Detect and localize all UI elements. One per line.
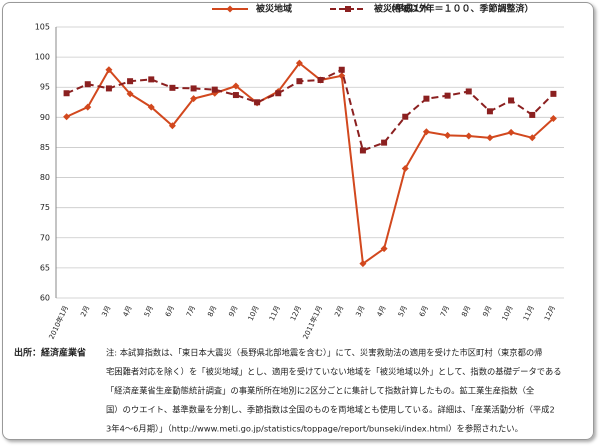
x-tick-label: 6月 xyxy=(164,304,176,318)
point xyxy=(444,92,451,99)
series-line xyxy=(66,68,555,152)
note-line: 国）のウエイト、基準数量を分割し、季節指数は全国のものを両地域とも使用している。… xyxy=(106,405,555,415)
series-line xyxy=(66,61,555,266)
point xyxy=(550,90,557,97)
x-tick-label: 4月 xyxy=(122,304,134,318)
point xyxy=(381,139,388,146)
point xyxy=(190,95,198,103)
x-tick-label: 4月 xyxy=(376,304,388,318)
legend-marker xyxy=(226,5,234,13)
point xyxy=(465,132,473,140)
x-tick-label: 7月 xyxy=(439,304,451,318)
point xyxy=(444,131,452,139)
y-tick-label: 95 xyxy=(40,83,50,92)
x-tick-label: 5月 xyxy=(397,304,409,318)
point xyxy=(549,115,557,123)
y-tick-label: 85 xyxy=(40,143,50,152)
x-tick-label: 7月 xyxy=(185,304,197,318)
x-tick-label: 8月 xyxy=(206,304,218,318)
point xyxy=(295,59,303,67)
point xyxy=(254,99,261,106)
y-tick-label: 70 xyxy=(40,233,50,242)
point xyxy=(232,82,240,90)
x-tick-label: 9月 xyxy=(227,304,239,318)
legend-label: 被災地域 xyxy=(256,3,292,15)
legend-label: 被災地域以外 xyxy=(374,3,428,15)
x-tick-label: 11月 xyxy=(522,304,536,322)
point xyxy=(105,85,112,92)
point xyxy=(148,76,155,83)
point xyxy=(423,95,430,102)
point xyxy=(380,245,388,253)
y-tick-label: 80 xyxy=(40,173,50,182)
point xyxy=(359,147,366,154)
note-line: 注: 本試算指数は、「東日本大震災（長野県北部地震を含む）」にて、災害救助法の適… xyxy=(106,348,542,358)
x-tick-label: 2月 xyxy=(79,304,91,318)
x-tick-label: 2011年1月 xyxy=(301,304,324,341)
source: 出所：経済産業省 xyxy=(14,347,86,359)
point xyxy=(317,76,324,83)
y-tick-label: 100 xyxy=(35,53,50,62)
x-tick-label: 2010年1月 xyxy=(47,304,70,341)
point xyxy=(63,113,71,121)
x-tick-label: 2月 xyxy=(333,304,345,318)
point xyxy=(296,78,303,85)
point xyxy=(402,113,409,120)
note-line: 3年4～6月期）」（http://www.meti.go.jp/statisti… xyxy=(106,424,523,434)
x-tick-label: 9月 xyxy=(481,304,493,318)
point xyxy=(359,260,367,268)
point xyxy=(168,122,176,130)
y-tick-label: 60 xyxy=(40,294,50,303)
x-tick-label: 8月 xyxy=(460,304,472,318)
point xyxy=(465,88,472,95)
y-tick-label: 105 xyxy=(35,23,50,32)
point xyxy=(338,66,345,73)
point xyxy=(275,90,282,97)
y-tick-label: 90 xyxy=(40,113,50,122)
x-tick-label: 12月 xyxy=(543,304,557,322)
x-tick-label: 10月 xyxy=(501,304,515,322)
point xyxy=(84,81,91,88)
point xyxy=(211,86,218,93)
point xyxy=(169,84,176,91)
x-tick-label: 12月 xyxy=(289,304,303,322)
point xyxy=(422,128,430,136)
point xyxy=(190,85,197,92)
point xyxy=(486,134,494,142)
point xyxy=(528,134,536,142)
x-tick-label: 6月 xyxy=(418,304,430,318)
point xyxy=(486,108,493,115)
point xyxy=(127,78,134,85)
point xyxy=(507,128,515,136)
x-tick-label: 11月 xyxy=(268,304,282,322)
point xyxy=(232,92,239,99)
x-tick-label: 3月 xyxy=(354,304,366,318)
point xyxy=(401,165,409,173)
y-tick-label: 75 xyxy=(40,203,50,212)
note-line: 宅困難者対応を除く）を「被災地域」とし、適用を受けていない地域を「被災地域以外」… xyxy=(106,367,562,377)
note-line: 「経済産業省生産動態統計調査」の事業所所在地別に2区分ごとに集計して指数計算した… xyxy=(106,386,535,396)
y-tick-label: 65 xyxy=(40,263,50,272)
point xyxy=(105,66,113,74)
point xyxy=(147,103,155,111)
point xyxy=(84,103,92,111)
chart-subtitle: （平成17年＝１００、季節調整済） xyxy=(386,3,534,15)
frame xyxy=(2,2,594,440)
legend-marker xyxy=(345,6,351,12)
x-tick-label: 5月 xyxy=(143,304,155,318)
x-tick-label: 3月 xyxy=(100,304,112,318)
x-tick-label: 10月 xyxy=(247,304,261,322)
point xyxy=(63,90,70,97)
point xyxy=(126,90,134,98)
point xyxy=(508,97,515,104)
point xyxy=(529,111,536,118)
